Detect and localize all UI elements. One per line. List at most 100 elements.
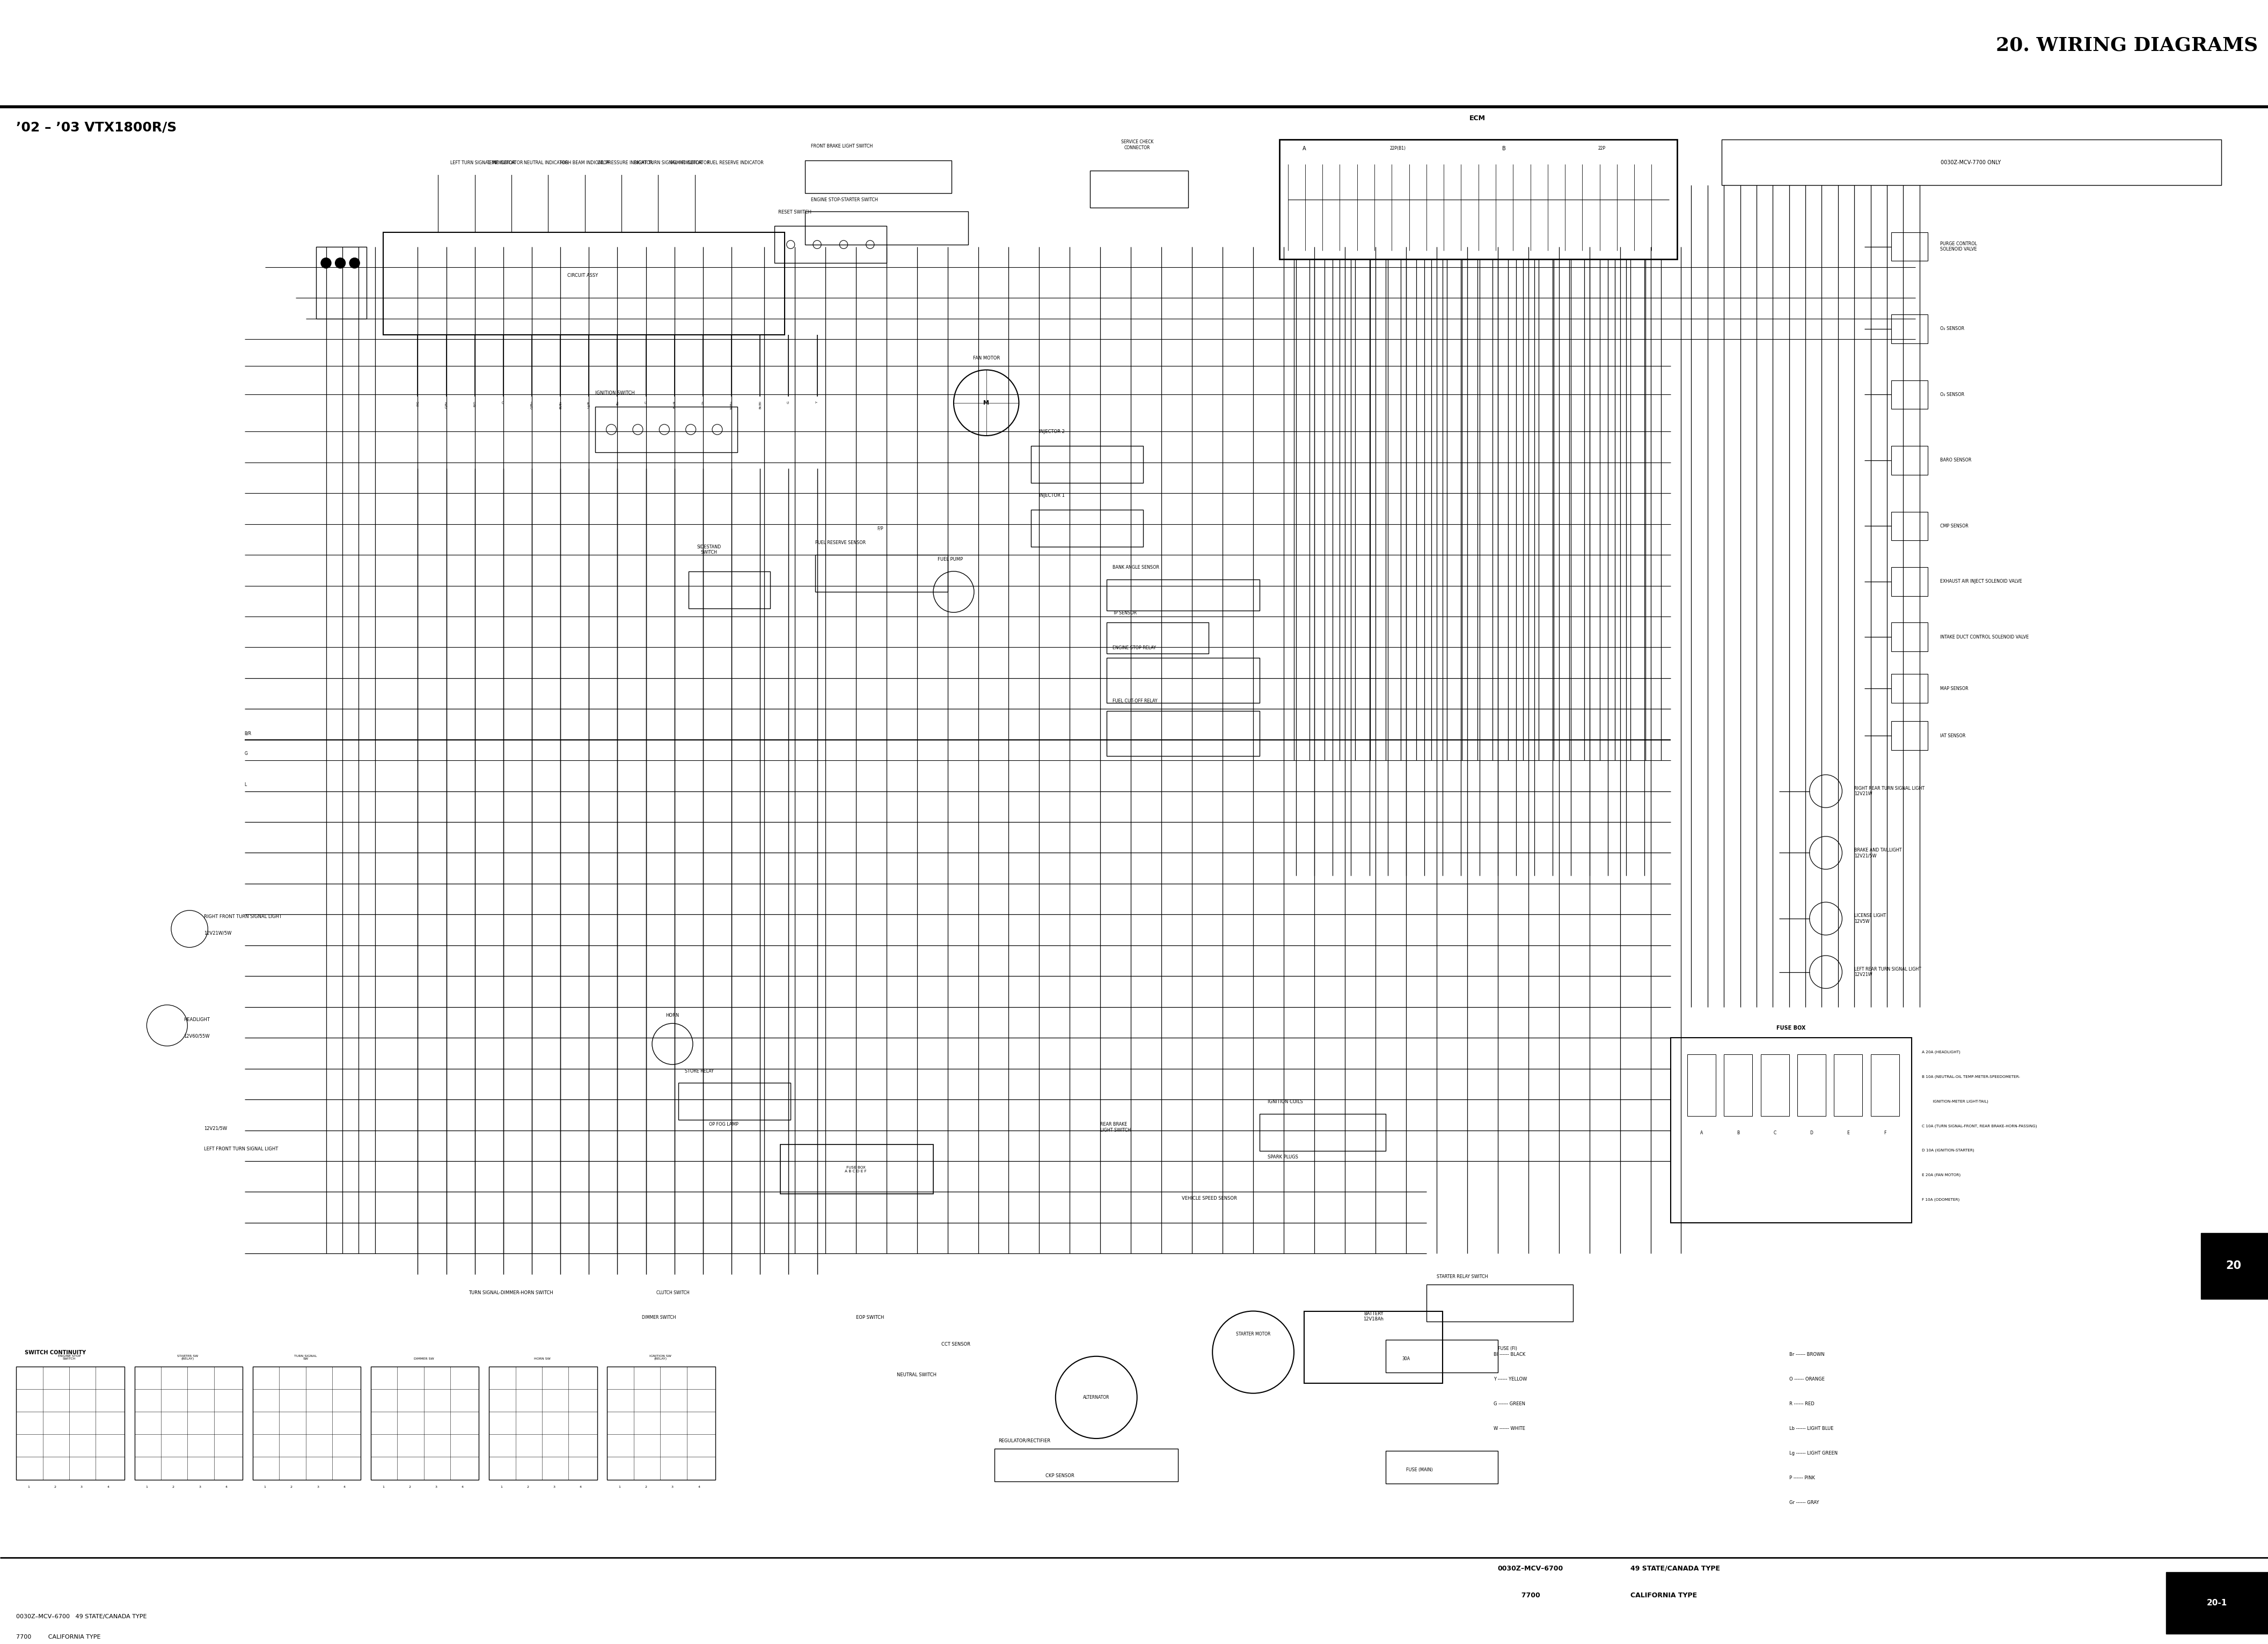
Text: Br/Bl: Br/Bl: [760, 401, 762, 409]
Text: TEMP INDICATOR: TEMP INDICATOR: [488, 161, 524, 164]
Text: FUSE BOX
A B C D E F: FUSE BOX A B C D E F: [846, 1166, 866, 1172]
Text: R/G: R/G: [474, 401, 476, 406]
Bar: [1107, 623, 1209, 654]
Text: C: C: [1774, 1131, 1776, 1134]
Text: TURN SIGNAL
SW: TURN SIGNAL SW: [295, 1355, 318, 1361]
Text: A: A: [1302, 146, 1306, 151]
Bar: [814, 556, 948, 592]
Bar: [1892, 446, 1928, 475]
Text: Lg ------ LIGHT GREEN: Lg ------ LIGHT GREEN: [1789, 1452, 1837, 1455]
Bar: [2166, 1572, 2268, 1634]
Text: RIGHT REAR TURN SIGNAL LIGHT
12V21W: RIGHT REAR TURN SIGNAL LIGHT 12V21W: [1855, 786, 1926, 796]
Text: LEFT TURN SIGNAL INDICATOR: LEFT TURN SIGNAL INDICATOR: [451, 161, 515, 164]
Text: W/Bu: W/Bu: [730, 401, 733, 409]
Bar: [594, 408, 737, 452]
Text: REAR BRAKE
LIGHT SWITCH: REAR BRAKE LIGHT SWITCH: [1100, 1123, 1132, 1133]
Text: INTAKE DUCT CONTROL SOLENOID VALVE: INTAKE DUCT CONTROL SOLENOID VALVE: [1939, 635, 2028, 640]
Text: D 10A (IGNITION-STARTER): D 10A (IGNITION-STARTER): [1921, 1149, 1973, 1152]
Text: BATTERY
12V18Ah: BATTERY 12V18Ah: [1363, 1312, 1383, 1322]
Text: IGNITION SW
(RELAY): IGNITION SW (RELAY): [649, 1355, 671, 1361]
Text: ENGINE STOP
SWITCH: ENGINE STOP SWITCH: [59, 1355, 82, 1361]
Bar: [1892, 674, 1928, 704]
Text: CALIFORNIA TYPE: CALIFORNIA TYPE: [1631, 1591, 1696, 1598]
Text: P ------ PINK: P ------ PINK: [1789, 1476, 1814, 1480]
Circle shape: [349, 258, 361, 268]
Bar: [773, 227, 887, 263]
Text: W ------ WHITE: W ------ WHITE: [1495, 1425, 1526, 1430]
Bar: [1871, 1054, 1898, 1116]
Text: DIMMER SW: DIMMER SW: [413, 1358, 433, 1361]
Text: HEADLIGHT: HEADLIGHT: [184, 1018, 209, 1023]
Text: Gr ------ GRAY: Gr ------ GRAY: [1789, 1501, 1819, 1504]
Text: FUSE BOX: FUSE BOX: [1776, 1026, 1805, 1031]
Text: O₂ SENSOR: O₂ SENSOR: [1939, 327, 1964, 330]
Text: Bl/Br: Bl/Br: [558, 401, 562, 409]
Text: 0030Z–MCV–6700: 0030Z–MCV–6700: [1497, 1565, 1563, 1572]
Text: Y: Y: [816, 401, 819, 403]
Bar: [134, 1366, 243, 1480]
Text: IGNITION SWITCH: IGNITION SWITCH: [594, 391, 635, 395]
Text: OIL PRESSURE INDICATOR: OIL PRESSURE INDICATOR: [596, 161, 653, 164]
Bar: [1687, 1054, 1717, 1116]
Text: ECM: ECM: [1470, 115, 1486, 122]
Text: STARTER SW
(RELAY): STARTER SW (RELAY): [177, 1355, 197, 1361]
Text: Bu: Bu: [617, 401, 619, 404]
Circle shape: [336, 258, 345, 268]
Bar: [805, 212, 968, 245]
Text: 0030Z-MCV-7700 ONLY: 0030Z-MCV-7700 ONLY: [1941, 159, 2000, 164]
Text: TURN SIGNAL-DIMMER-HORN SWITCH: TURN SIGNAL-DIMMER-HORN SWITCH: [469, 1291, 553, 1295]
Text: FUSE (FI): FUSE (FI): [1497, 1346, 1517, 1351]
Bar: [383, 232, 785, 335]
Text: TP SENSOR: TP SENSOR: [1114, 610, 1136, 615]
Text: D: D: [1810, 1131, 1812, 1134]
Text: F 10A (ODOMETER): F 10A (ODOMETER): [1921, 1198, 1960, 1202]
Text: SIDESTAND
SWITCH: SIDESTAND SWITCH: [696, 544, 721, 556]
Bar: [1386, 1340, 1497, 1373]
Text: 12V21W/5W: 12V21W/5W: [204, 931, 231, 935]
Text: CMP SENSOR: CMP SENSOR: [1939, 524, 1969, 528]
Bar: [1304, 1312, 1442, 1383]
Text: Lb ------ LIGHT BLUE: Lb ------ LIGHT BLUE: [1789, 1425, 1833, 1430]
Text: FUEL CUT-OFF RELAY: FUEL CUT-OFF RELAY: [1114, 699, 1157, 704]
Text: C 10A (TURN SIGNAL-FRONT, REAR BRAKE-HORN-PASSING): C 10A (TURN SIGNAL-FRONT, REAR BRAKE-HOR…: [1921, 1124, 2037, 1128]
Text: F/P: F/P: [878, 526, 885, 531]
Bar: [1107, 580, 1259, 610]
Text: MAP SENSOR: MAP SENSOR: [1939, 686, 1969, 690]
Text: E: E: [1846, 1131, 1848, 1134]
Bar: [1892, 722, 1928, 750]
Text: REGULATOR/RECTIFIER: REGULATOR/RECTIFIER: [998, 1438, 1050, 1443]
Text: O: O: [501, 401, 506, 403]
Bar: [1892, 511, 1928, 541]
Text: STARTER RELAY SWITCH: STARTER RELAY SWITCH: [1436, 1274, 1488, 1279]
Text: IGNITION-METER LIGHT-TAIL): IGNITION-METER LIGHT-TAIL): [1921, 1100, 1989, 1103]
Text: 7700         CALIFORNIA TYPE: 7700 CALIFORNIA TYPE: [16, 1634, 100, 1641]
Bar: [608, 1366, 714, 1480]
Text: 12V60/55W: 12V60/55W: [184, 1034, 209, 1039]
Text: O ------ ORANGE: O ------ ORANGE: [1789, 1378, 1823, 1381]
Text: STORE RELAY: STORE RELAY: [685, 1069, 714, 1074]
Text: STARTER MOTOR: STARTER MOTOR: [1236, 1332, 1270, 1337]
Text: L: L: [245, 783, 247, 787]
Bar: [1724, 1054, 1753, 1116]
Bar: [993, 1448, 1177, 1481]
Text: M: M: [984, 399, 989, 406]
Circle shape: [322, 258, 331, 268]
Text: FAN MOTOR: FAN MOTOR: [973, 355, 1000, 360]
Bar: [1386, 1452, 1497, 1483]
Text: CLUTCH SWITCH: CLUTCH SWITCH: [655, 1291, 689, 1295]
Bar: [1892, 567, 1928, 597]
Text: G: G: [644, 401, 646, 403]
Text: G ------ GREEN: G ------ GREEN: [1495, 1402, 1526, 1406]
Text: A: A: [1701, 1131, 1703, 1134]
Text: O₂ SENSOR: O₂ SENSOR: [1939, 393, 1964, 396]
Bar: [1091, 171, 1188, 207]
Text: FUSE (MAIN): FUSE (MAIN): [1406, 1468, 1433, 1471]
Text: R ------ RED: R ------ RED: [1789, 1402, 1814, 1406]
Text: 7700: 7700: [1497, 1591, 1540, 1598]
Text: HIGH BEAM INDICATOR: HIGH BEAM INDICATOR: [560, 161, 610, 164]
Text: LEFT REAR TURN SIGNAL LIGHT
12V21W: LEFT REAR TURN SIGNAL LIGHT 12V21W: [1855, 967, 1921, 977]
Text: PURGE CONTROL
SOLENOID VALVE: PURGE CONTROL SOLENOID VALVE: [1939, 242, 1978, 252]
Text: CKP SENSOR: CKP SENSOR: [1046, 1473, 1075, 1478]
Text: 20: 20: [2225, 1261, 2241, 1271]
Text: IAT SENSOR: IAT SENSOR: [1939, 733, 1966, 738]
